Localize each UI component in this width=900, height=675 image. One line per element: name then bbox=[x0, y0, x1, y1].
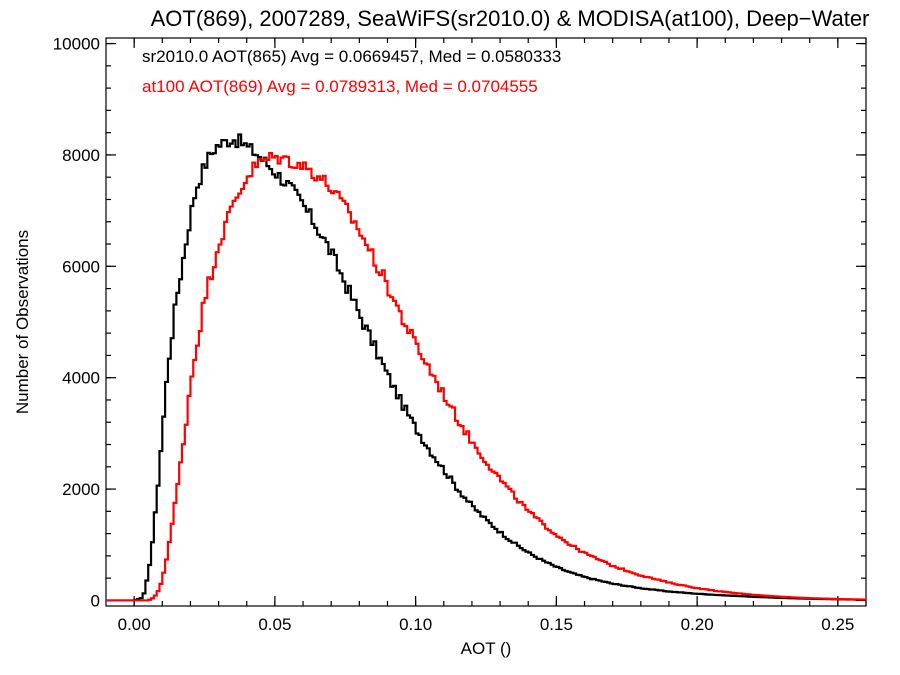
plot-frame bbox=[105, 37, 867, 607]
chart-title: AOT(869), 2007289, SeaWiFS(sr2010.0) & M… bbox=[151, 6, 870, 31]
x-tick-label: 0.10 bbox=[399, 615, 432, 634]
x-tick-label: 0.05 bbox=[258, 615, 291, 634]
series-layer bbox=[106, 133, 866, 602]
annotation-text: sr2010.0 AOT(865) Avg = 0.0669457, Med =… bbox=[142, 47, 561, 66]
y-tick-label: 0 bbox=[91, 591, 100, 610]
annotation-text: at100 AOT(869) Avg = 0.0789313, Med = 0.… bbox=[142, 77, 538, 96]
x-tick-label: 0.00 bbox=[118, 615, 151, 634]
histogram-series bbox=[106, 151, 866, 602]
y-axis: 0 2000 4000 6000 8000 10000 bbox=[53, 35, 866, 610]
x-tick-label: 0.15 bbox=[540, 615, 573, 634]
x-axis: 0.00 0.05 0.10 0.15 0.20 0.25 bbox=[118, 38, 867, 634]
x-axis-label: AOT () bbox=[461, 639, 512, 658]
histogram-series bbox=[106, 133, 866, 602]
x-tick-label: 0.20 bbox=[681, 615, 714, 634]
x-tick-label: 0.25 bbox=[821, 615, 854, 634]
y-axis-label: Number of Observations bbox=[13, 230, 32, 414]
y-tick-label: 4000 bbox=[62, 369, 100, 388]
y-tick-label: 6000 bbox=[62, 257, 100, 276]
legend-annotations: sr2010.0 AOT(865) Avg = 0.0669457, Med =… bbox=[142, 47, 561, 96]
y-tick-label: 8000 bbox=[62, 146, 100, 165]
y-tick-label: 10000 bbox=[53, 35, 100, 54]
y-tick-label: 2000 bbox=[62, 480, 100, 499]
